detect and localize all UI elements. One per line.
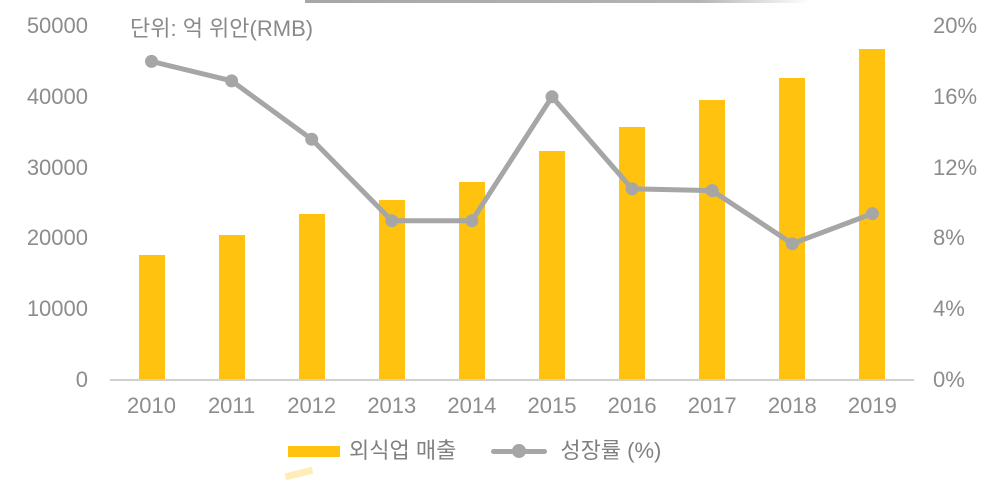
x-axis-label-2018: 2018 — [767, 393, 817, 418]
x-axis-line — [110, 379, 914, 381]
right-axis-tick-8%: 8% — [933, 225, 965, 251]
left-axis-tick-50000: 50000 — [26, 13, 88, 38]
x-axis-label-2011: 2011 — [207, 393, 256, 418]
bar-2013 — [378, 200, 405, 380]
right-axis-tick-4%: 4% — [933, 296, 965, 322]
bar-2015 — [539, 151, 565, 380]
legend-label-growth: 성장률 (%) — [560, 438, 662, 463]
x-axis-label-2010: 2010 — [127, 393, 176, 418]
x-axis-label-2019: 2019 — [847, 393, 897, 418]
line-marker-icon — [512, 444, 527, 458]
x-axis-label-2013: 2013 — [367, 393, 417, 418]
bar-2018 — [779, 77, 806, 380]
right-axis-tick-0%: 0% — [933, 367, 965, 392]
left-axis-tick-30000: 30000 — [26, 154, 88, 180]
bar-2011 — [218, 234, 245, 380]
unit-label: 단위: 억 위안(RMB) — [130, 16, 314, 41]
line-series-swatch-icon — [491, 444, 548, 458]
right-axis-tick-12%: 12% — [933, 154, 978, 180]
growth-line — [150, 58, 874, 247]
left-axis-tick-20000: 20000 — [26, 225, 88, 251]
x-axis-label-2014: 2014 — [447, 393, 497, 418]
x-axis-label-2017: 2017 — [687, 393, 737, 418]
line-point-2010 — [145, 54, 158, 68]
legend-label-revenue: 외식업 매출 — [349, 438, 457, 463]
bar-series-swatch-icon — [288, 445, 340, 457]
x-axis-label-2015: 2015 — [527, 393, 577, 418]
bar-2010 — [138, 255, 165, 380]
x-axis-label-2016: 2016 — [607, 393, 657, 418]
cropped-title-artifact — [305, 0, 810, 3]
line-point-2012 — [305, 132, 319, 146]
legend: 외식업 매출 성장률 (%) — [288, 438, 661, 464]
legend-item-growth: 성장률 (%) — [491, 438, 661, 464]
line-point-2011 — [225, 74, 239, 88]
line-point-2015 — [545, 90, 559, 104]
bar-2014 — [458, 182, 485, 380]
x-axis-label-2012: 2012 — [287, 393, 337, 418]
bar-2016 — [619, 126, 646, 380]
left-axis-tick-10000: 10000 — [26, 296, 88, 322]
legend-item-revenue: 외식업 매출 — [288, 438, 456, 464]
bar-2017 — [699, 99, 726, 380]
cropped-yellow-artifact — [284, 466, 314, 481]
bar-2012 — [298, 214, 325, 380]
left-axis-tick-40000: 40000 — [26, 83, 88, 109]
right-axis-tick-16%: 16% — [933, 83, 978, 109]
bar-2019 — [859, 49, 886, 380]
left-axis-tick-0: 0 — [75, 367, 88, 392]
right-axis-tick-20%: 20% — [933, 13, 978, 38]
